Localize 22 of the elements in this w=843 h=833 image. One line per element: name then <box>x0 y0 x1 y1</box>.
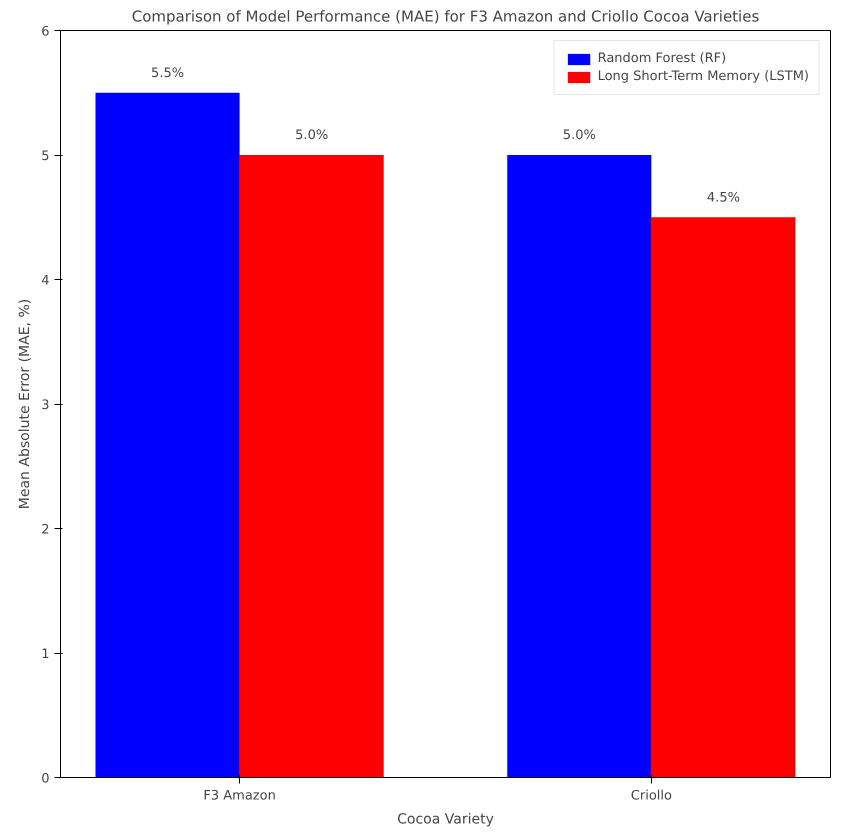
bar <box>651 217 796 778</box>
legend-label: Random Forest (RF) <box>598 51 726 66</box>
x-tick-label: Criollo <box>630 788 672 804</box>
data-label: 5.0% <box>562 128 596 143</box>
data-label: 5.5% <box>151 66 184 81</box>
bar <box>507 155 652 778</box>
x-axis-title: Cocoa Variety <box>397 812 494 828</box>
y-tick-label: 0 <box>41 772 50 786</box>
y-tick-label: 4 <box>41 274 50 288</box>
y-axis-title: Mean Absolute Error (MAE, %) <box>17 298 34 510</box>
data-label: 5.0% <box>295 128 328 143</box>
chart-title: Comparison of Model Performance (MAE) for F3 Amazon and Criollo Cocoa Varieties <box>132 8 760 26</box>
bar <box>240 155 384 778</box>
y-tick-label: 1 <box>41 647 50 662</box>
legend-label: Long Short-Term Memory (LSTM) <box>598 69 809 84</box>
y-tick-label: 2 <box>41 522 50 538</box>
y-tick-label: 3 <box>41 398 50 413</box>
x-tick-label: F3 Amazon <box>203 788 276 804</box>
y-tick-label: 6 <box>41 24 50 40</box>
bar <box>96 92 240 778</box>
y-tick-label: 5 <box>41 149 50 164</box>
data-label: 4.5% <box>706 190 740 206</box>
